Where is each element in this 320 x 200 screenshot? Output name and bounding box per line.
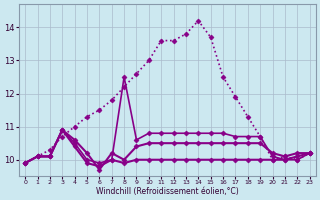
X-axis label: Windchill (Refroidissement éolien,°C): Windchill (Refroidissement éolien,°C) bbox=[96, 187, 239, 196]
